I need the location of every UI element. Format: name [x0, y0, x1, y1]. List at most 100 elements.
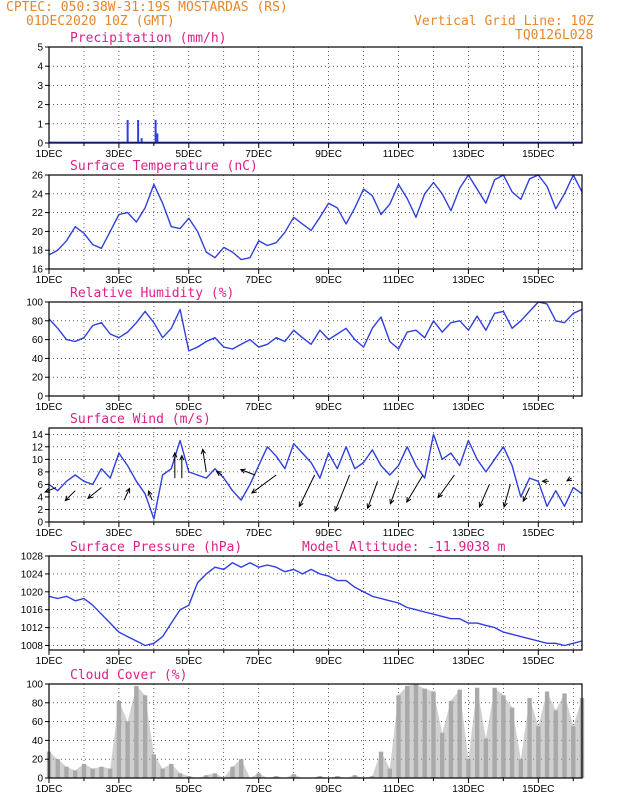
y-tick-label: 0 [37, 392, 43, 403]
x-tick-label: 9DEC [315, 784, 342, 795]
grid-line-note: Vertical Grid Line: 10Z [414, 14, 595, 29]
wind-arrow [389, 481, 399, 505]
x-tick-label: 15DEC [522, 528, 554, 539]
x-tick-label: 7DEC [245, 149, 272, 160]
precip-bar [154, 119, 157, 143]
x-tick-label: 1DEC [36, 784, 63, 795]
x-tick-label: 5DEC [175, 528, 202, 539]
x-tick-label: 11DEC [383, 656, 415, 667]
x-tick-label: 15DEC [522, 275, 554, 286]
y-tick-label: 8 [37, 467, 43, 478]
wind-line [48, 433, 583, 520]
y-tick-label: 5 [37, 43, 43, 54]
y-tick-label: 1024 [21, 569, 44, 580]
y-tick-label: 0 [37, 774, 43, 785]
wind-arrow [298, 474, 316, 508]
x-tick-label: 13DEC [452, 784, 484, 795]
y-tick-label: 40 [32, 736, 44, 747]
station-header: CPTEC: 050:38W-31:19S MOSTARDAS (RS) [6, 0, 288, 15]
y-tick-label: 80 [32, 316, 44, 327]
x-tick-label: 9DEC [315, 656, 342, 667]
y-tick-label: 4 [37, 492, 43, 503]
x-tick-label: 11DEC [383, 275, 415, 286]
model-code-label: TQ0126L028 [515, 28, 594, 43]
x-tick-label: 1DEC [36, 528, 63, 539]
y-tick-label: 1020 [21, 587, 44, 598]
y-tick-label: 1008 [21, 641, 44, 652]
wind-arrow [44, 487, 57, 493]
panel-frame [48, 555, 583, 651]
y-tick-label: 10 [32, 455, 44, 466]
x-tick-label: 13DEC [452, 275, 484, 286]
y-tick-label: 1012 [21, 623, 44, 634]
wind-arrow [215, 470, 223, 476]
y-tick-label: 26 [32, 171, 44, 182]
y-tick-label: 18 [32, 246, 44, 257]
wind-arrow [406, 474, 424, 503]
wind-arrow [200, 448, 207, 472]
panel-frame [48, 174, 583, 270]
x-tick-label: 11DEC [383, 149, 415, 160]
x-tick-label: 1DEC [36, 656, 63, 667]
panel-pressure: 1008 1012 1016 1020 1024 1028 1DEC 3DEC 5DEC 7DEC… [21, 540, 583, 667]
x-tick-label: 3DEC [106, 656, 133, 667]
y-tick-label: 4 [37, 62, 43, 73]
x-tick-label: 11DEC [383, 528, 415, 539]
wind-arrow [334, 474, 351, 513]
y-tick-label: 40 [32, 354, 44, 365]
wind-arrow [522, 487, 531, 503]
x-tick-label: 9DEC [315, 275, 342, 286]
y-tick-label: 80 [32, 698, 44, 709]
y-tick-label: 100 [26, 298, 43, 309]
precip-bar [137, 119, 140, 143]
y-tick-label: 6 [37, 480, 43, 491]
temp-line [48, 174, 583, 261]
wind-arrow [566, 476, 573, 482]
panel-title: Cloud Cover (%) [70, 668, 187, 683]
x-tick-label: 15DEC [522, 784, 554, 795]
panel-frame [48, 46, 583, 144]
x-tick-label: 7DEC [245, 784, 272, 795]
y-tick-label: 0 [37, 518, 43, 529]
y-tick-label: 20 [32, 227, 44, 238]
panel-cloud: 0 20 40 60 80 100 1DEC 3DEC 5DEC 7DEC 9DEC 11DEC 13D… [26, 668, 585, 795]
x-tick-label: 11DEC [383, 402, 415, 413]
panel-precip: 0 1 2 3 4 5 1DEC 3DEC 5DEC 7DEC 9DEC 11DEC 13DEC 15DE… [36, 31, 583, 160]
wind-arrow [239, 468, 256, 476]
x-tick-label: 5DEC [175, 402, 202, 413]
wind-arrow [250, 474, 277, 494]
panel-title: Surface Temperature (nC) [70, 159, 258, 174]
panel-rh: 0 20 40 60 80 100 1DEC 3DEC 5DEC 7DEC 9DEC 11DEC 13D… [26, 286, 583, 413]
x-tick-label: 5DEC [175, 656, 202, 667]
x-tick-label: 7DEC [245, 528, 272, 539]
x-tick-label: 15DEC [522, 149, 554, 160]
x-tick-label: 5DEC [175, 275, 202, 286]
y-tick-label: 100 [26, 680, 43, 691]
wind-arrow [437, 474, 455, 499]
x-tick-label: 5DEC [175, 149, 202, 160]
x-tick-label: 3DEC [106, 275, 133, 286]
y-tick-label: 3 [37, 81, 43, 92]
x-tick-label: 13DEC [452, 149, 484, 160]
wind-arrow [123, 487, 131, 501]
panel-title: Precipitation (mm/h) [70, 31, 227, 46]
wind-arrow [366, 481, 379, 510]
panel-frame [48, 427, 583, 523]
wind-arrow [502, 484, 511, 509]
y-tick-label: 20 [32, 373, 44, 384]
model-altitude-label: Model Altitude: -11.9038 m [302, 540, 506, 555]
y-tick-label: 2 [37, 505, 43, 516]
x-tick-label: 3DEC [106, 402, 133, 413]
rh-line [48, 301, 583, 352]
x-tick-label: 15DEC [522, 402, 554, 413]
y-tick-label: 12 [32, 442, 44, 453]
y-tick-label: 1016 [21, 605, 44, 616]
precip-bar [126, 119, 129, 143]
panel-title: Relative Humidity (%) [70, 286, 234, 301]
precip-bar [156, 133, 159, 143]
y-tick-label: 20 [32, 755, 44, 766]
x-tick-label: 3DEC [106, 784, 133, 795]
x-tick-label: 7DEC [245, 402, 272, 413]
run-date-label: 01DEC2020 10Z (GMT) [26, 14, 175, 29]
